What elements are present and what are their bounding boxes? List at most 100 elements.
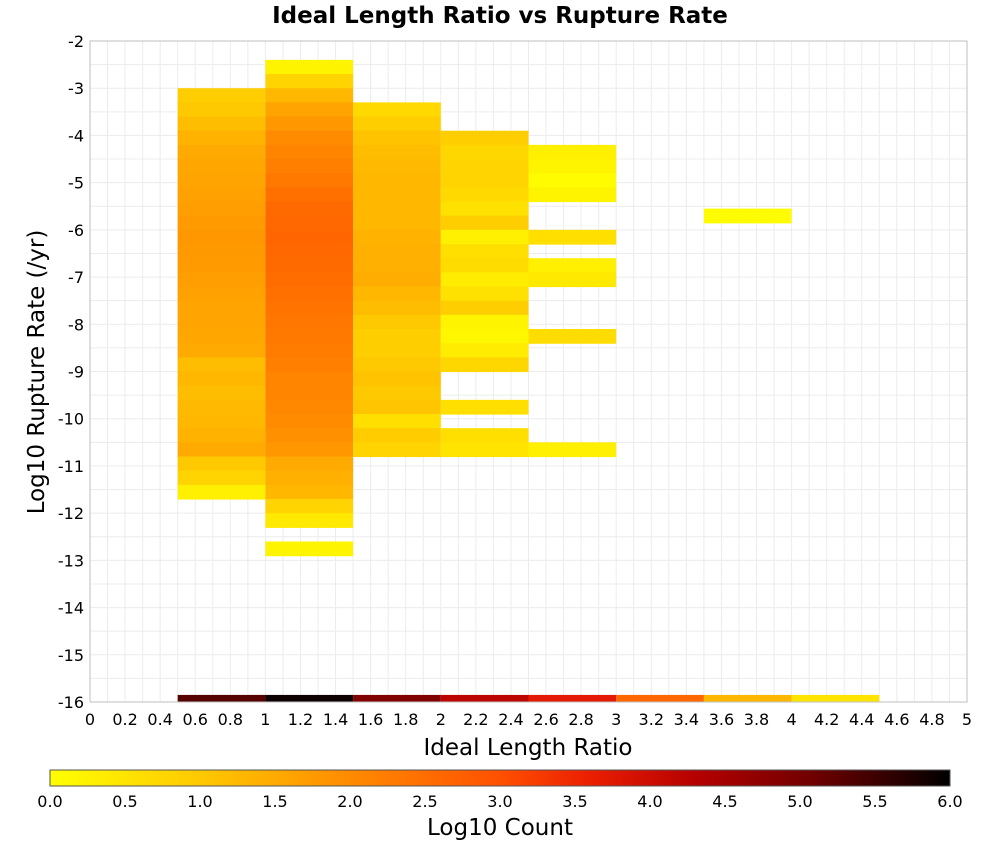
heatmap-cell xyxy=(265,187,354,203)
x-tick-label: 2 xyxy=(436,710,446,729)
x-tick-label: 3.4 xyxy=(674,710,699,729)
heatmap-cell xyxy=(353,187,441,203)
heatmap-cell-bottom-row xyxy=(703,694,792,702)
x-tick-label: 4.8 xyxy=(919,710,944,729)
heatmap-cell xyxy=(528,187,617,203)
heatmap-cell xyxy=(265,456,354,472)
y-tick-label: -3 xyxy=(68,79,84,98)
heatmap-cell xyxy=(353,144,441,160)
heatmap-cell xyxy=(353,428,441,443)
heatmap-cell xyxy=(353,258,441,273)
heatmap-cell xyxy=(265,343,354,358)
y-tick-label: -2 xyxy=(68,32,84,51)
heatmap-cell xyxy=(440,258,529,273)
heatmap-cell xyxy=(703,208,792,224)
heatmap-cell xyxy=(440,159,529,174)
heatmap-cell xyxy=(265,399,354,415)
heatmap-cell xyxy=(177,159,266,174)
heatmap-cell xyxy=(353,329,441,344)
heatmap-cell xyxy=(440,300,529,316)
y-tick-label: -4 xyxy=(68,126,84,145)
x-tick-label: 2.2 xyxy=(463,710,488,729)
y-tick-label: -11 xyxy=(58,457,84,476)
x-tick-label: 1.8 xyxy=(393,710,418,729)
heatmap-cell xyxy=(177,144,266,160)
heatmap-cell xyxy=(440,314,529,330)
heatmap-cell xyxy=(353,385,441,401)
heatmap-cell xyxy=(177,413,266,429)
heatmap-cell xyxy=(177,130,266,146)
heatmap-cell-bottom-row xyxy=(353,694,441,702)
colorbar-tick-label: 1.0 xyxy=(187,792,212,811)
y-tick-label: -14 xyxy=(58,599,84,618)
heatmap-cell xyxy=(177,371,266,387)
heatmap-cell xyxy=(353,116,441,132)
colorbar-tick-label: 5.5 xyxy=(862,792,887,811)
heatmap-cell xyxy=(353,413,441,429)
heatmap-cell xyxy=(528,173,617,188)
x-tick-label: 0.2 xyxy=(112,710,137,729)
heatmap-cell xyxy=(265,385,354,401)
y-tick-label: -12 xyxy=(58,504,84,523)
heatmap-cell xyxy=(265,215,354,231)
heatmap-cell xyxy=(265,201,354,217)
colorbar-tick-label: 4.0 xyxy=(637,792,662,811)
heatmap-cell xyxy=(440,343,529,358)
heatmap-cell xyxy=(265,272,354,288)
heatmap-cell xyxy=(265,144,354,160)
plot-frame xyxy=(89,40,968,703)
heatmap-cell xyxy=(440,144,529,160)
colorbar-tick-label: 2.0 xyxy=(337,792,362,811)
heatmap-cell xyxy=(265,470,354,486)
heatmap-cell xyxy=(353,229,441,245)
colorbar-tick-label: 3.5 xyxy=(562,792,587,811)
x-tick-label: 4 xyxy=(787,710,797,729)
heatmap-cell-bottom-row xyxy=(440,694,529,702)
heatmap-cell xyxy=(265,59,354,75)
heatmap-cell xyxy=(353,130,441,146)
colorbar-tick-labels: 0.0 0.5 1.0 1.5 2.0 2.5 3.0 3.5 4.0 4.5 5.0 5.5 6.0 xyxy=(37,792,962,811)
x-tick-label: 5 xyxy=(962,710,972,729)
heatmap-cell xyxy=(265,371,354,387)
heatmap-cell xyxy=(265,159,354,174)
heatmap-cell xyxy=(353,371,441,387)
heatmap-cell xyxy=(440,130,529,146)
x-tick-labels: 0 0.2 0.4 0.6 0.8 1 1.2 1.4 1.6 1.8 2 2.2 2.4 2.6 2.8 3… xyxy=(85,710,972,729)
heatmap-cell xyxy=(440,357,529,373)
heatmap-cell xyxy=(353,286,441,302)
heatmap-cell xyxy=(528,159,617,174)
y-tick-label: -10 xyxy=(58,410,84,429)
heatmap-cell-bottom-row xyxy=(616,694,704,702)
heatmap-cell xyxy=(265,300,354,316)
x-tick-label: 2.4 xyxy=(498,710,523,729)
heatmap-cell xyxy=(528,272,617,288)
heatmap-cell xyxy=(265,413,354,429)
heatmap-cell xyxy=(353,343,441,358)
colorbar-tick-label: 3.0 xyxy=(487,792,512,811)
x-tick-label: 1.4 xyxy=(323,710,348,729)
heatmap-cell-bottom-row xyxy=(265,694,354,702)
colorbar-label: Log10 Count xyxy=(427,815,573,841)
heatmap-cell xyxy=(177,258,266,273)
x-tick-label: 0.6 xyxy=(183,710,208,729)
heatmap-cell xyxy=(265,229,354,245)
heatmap-cell xyxy=(528,258,617,273)
heatmap-cell xyxy=(440,201,529,217)
heatmap-cell xyxy=(440,399,529,415)
heatmap-cell xyxy=(177,343,266,358)
x-tick-label: 0.4 xyxy=(147,710,172,729)
y-tick-label: -7 xyxy=(68,268,84,287)
heatmap-cell xyxy=(177,385,266,401)
heatmap-cell xyxy=(177,173,266,188)
heatmap-cell xyxy=(353,244,441,259)
heatmap-cell xyxy=(177,399,266,415)
x-tick-label: 1.6 xyxy=(358,710,383,729)
heatmap-cell xyxy=(353,399,441,415)
x-tick-label: 4.2 xyxy=(814,710,839,729)
heatmap-cell-bottom-row xyxy=(528,694,617,702)
heatmap-cell xyxy=(353,159,441,174)
heatmap-cell xyxy=(265,484,354,500)
heatmap-cell xyxy=(353,442,441,458)
heatmap-cell xyxy=(265,513,354,528)
heatmap-cell xyxy=(177,442,266,458)
